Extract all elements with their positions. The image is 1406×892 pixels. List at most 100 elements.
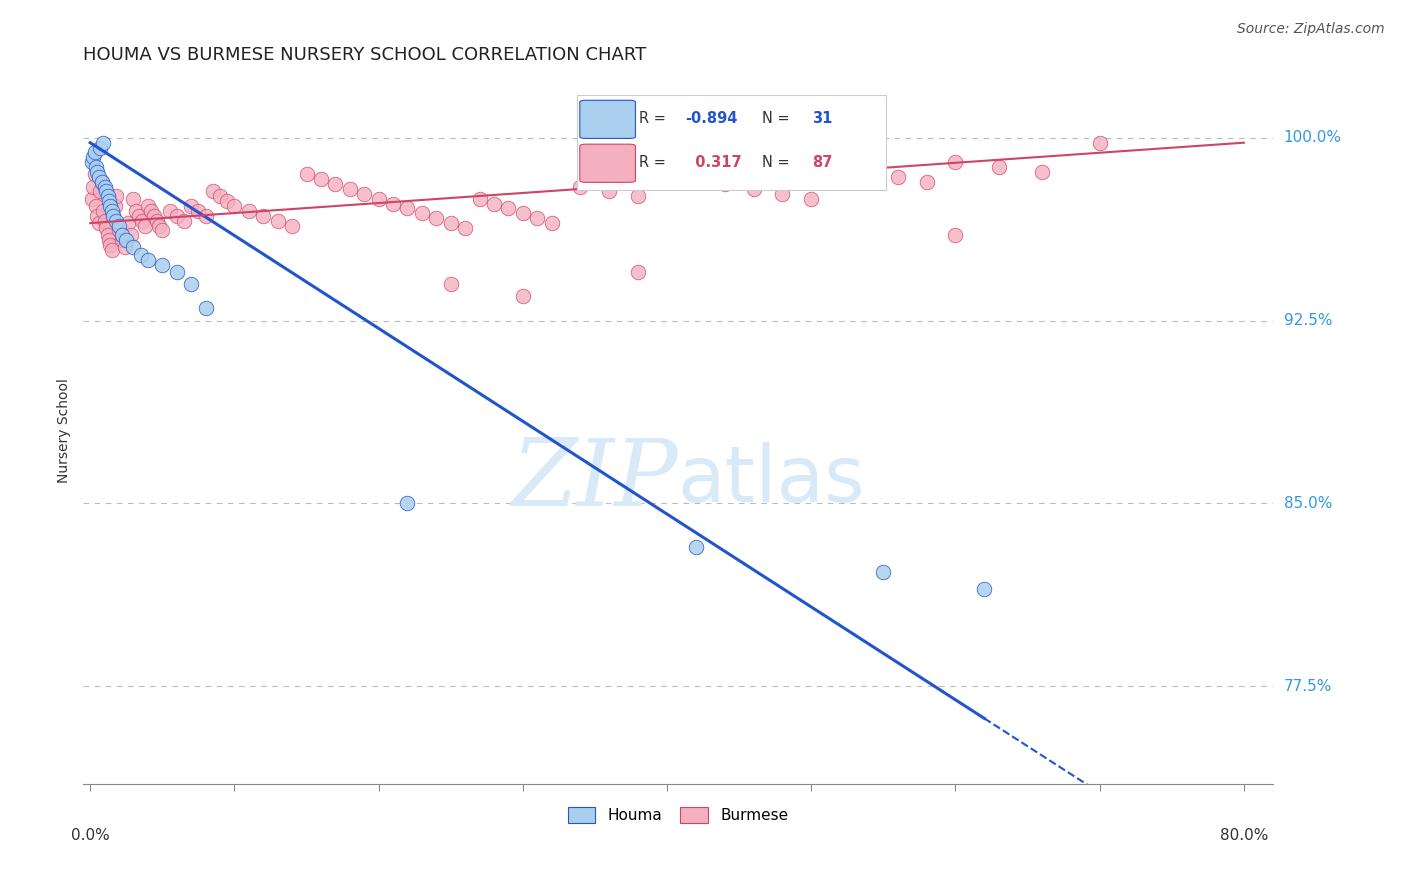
Text: HOUMA VS BURMESE NURSERY SCHOOL CORRELATION CHART: HOUMA VS BURMESE NURSERY SCHOOL CORRELAT… <box>83 46 647 64</box>
Point <box>1088 136 1111 150</box>
Point <box>627 189 650 203</box>
Point <box>82 179 104 194</box>
Point <box>194 301 217 316</box>
Point <box>396 496 419 510</box>
Text: 92.5%: 92.5% <box>1284 313 1333 328</box>
Point <box>94 221 117 235</box>
Point <box>91 136 114 150</box>
Point <box>569 179 592 194</box>
Point <box>139 203 162 218</box>
Point <box>100 238 122 252</box>
Point <box>252 209 274 223</box>
Point <box>128 209 150 223</box>
Point <box>122 192 145 206</box>
Point <box>83 145 105 160</box>
Point <box>915 175 938 189</box>
Point <box>80 192 103 206</box>
Point <box>598 185 620 199</box>
Point <box>526 211 548 226</box>
Point <box>90 175 112 189</box>
Point <box>858 165 880 179</box>
Point <box>512 289 534 303</box>
Point <box>103 209 125 223</box>
Point <box>166 209 188 223</box>
Point <box>129 248 152 262</box>
Text: ZIP: ZIP <box>512 434 678 524</box>
Point <box>367 192 389 206</box>
Point <box>86 209 108 223</box>
Point <box>872 565 894 579</box>
Point <box>482 196 505 211</box>
Point <box>100 199 122 213</box>
Point <box>150 258 173 272</box>
Text: atlas: atlas <box>678 442 865 517</box>
Point <box>83 167 105 181</box>
Point <box>96 228 118 243</box>
Point <box>945 228 967 243</box>
Point <box>266 213 288 227</box>
Point <box>1031 165 1053 179</box>
Point <box>742 182 765 196</box>
Point <box>685 172 707 186</box>
Point <box>89 185 111 199</box>
Point <box>325 177 347 191</box>
Point <box>655 167 678 181</box>
Point <box>627 265 650 279</box>
Point <box>512 206 534 220</box>
Point <box>180 277 202 291</box>
Point <box>122 240 145 254</box>
Point <box>468 192 491 206</box>
Point <box>353 186 375 201</box>
Point <box>125 203 148 218</box>
Point <box>800 192 823 206</box>
Point <box>87 169 110 184</box>
Point <box>194 209 217 223</box>
Point <box>84 160 107 174</box>
Point <box>108 223 131 237</box>
Point <box>828 160 851 174</box>
Point <box>86 165 108 179</box>
Point <box>281 219 304 233</box>
Point <box>90 175 112 189</box>
Point <box>105 213 128 227</box>
Point <box>108 219 131 233</box>
Point <box>93 179 115 194</box>
Point <box>540 216 562 230</box>
Text: 80.0%: 80.0% <box>1219 828 1268 843</box>
Point <box>382 196 405 211</box>
Point <box>887 169 910 184</box>
Point <box>148 219 170 233</box>
Point <box>180 199 202 213</box>
Point <box>97 233 120 247</box>
Point <box>145 213 167 227</box>
Point <box>136 252 159 267</box>
Point <box>208 189 231 203</box>
Point <box>136 199 159 213</box>
Point <box>142 209 165 223</box>
Point <box>111 233 134 247</box>
Point <box>117 216 139 230</box>
Text: 100.0%: 100.0% <box>1284 130 1341 145</box>
Legend: Houma, Burmese: Houma, Burmese <box>561 801 794 829</box>
Point <box>685 541 707 555</box>
Point <box>440 216 463 230</box>
Point <box>104 199 127 213</box>
Point <box>987 160 1010 174</box>
Point <box>425 211 447 226</box>
Point <box>114 240 136 254</box>
Point <box>770 186 793 201</box>
Point <box>111 228 134 243</box>
Point <box>115 233 138 247</box>
Point <box>93 213 115 227</box>
Point <box>440 277 463 291</box>
Point <box>134 219 156 233</box>
Point <box>80 155 103 169</box>
Point <box>295 167 318 181</box>
Point <box>82 150 104 164</box>
Point <box>131 213 153 227</box>
Point <box>150 223 173 237</box>
Point <box>973 582 995 596</box>
Point <box>224 199 246 213</box>
Point <box>309 172 332 186</box>
Y-axis label: Nursery School: Nursery School <box>58 378 72 483</box>
